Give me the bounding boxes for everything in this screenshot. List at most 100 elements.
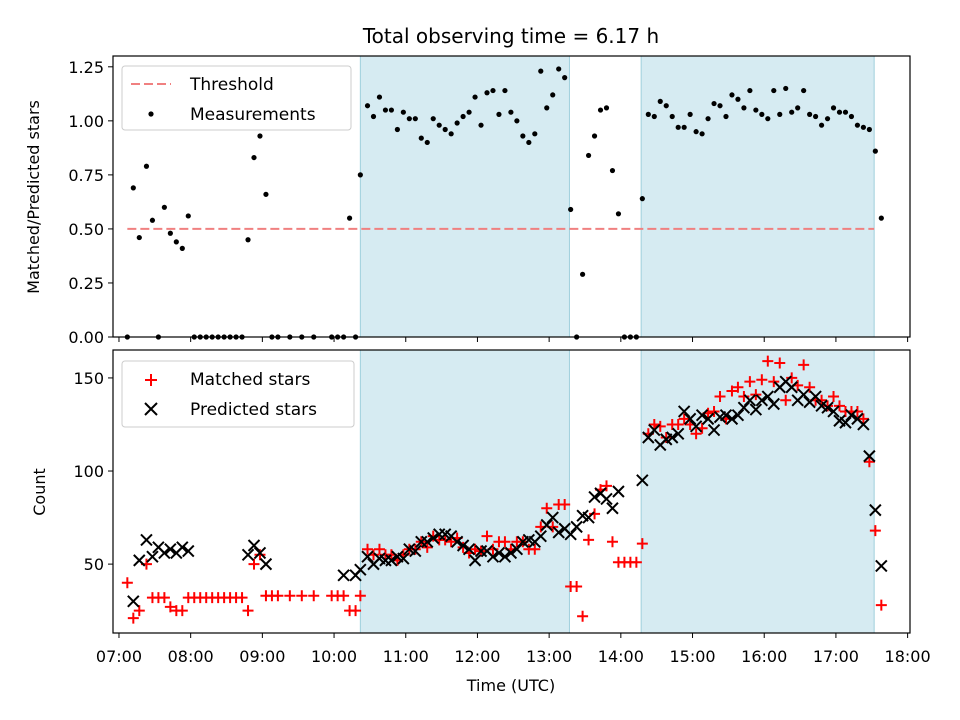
predicted-star-point bbox=[468, 554, 482, 567]
top-panel: 0.00 0.25 0.50 0.75 1.00 1.25 Matched/Predict… bbox=[24, 55, 911, 347]
bottom-legend: Matched stars Predicted stars bbox=[121, 360, 355, 428]
measurement-point bbox=[693, 129, 699, 135]
measurement-point bbox=[765, 116, 771, 122]
measurement-point bbox=[161, 204, 167, 210]
y-tick-label: 1.25 bbox=[68, 58, 104, 77]
predicted-star-point bbox=[354, 563, 367, 576]
measurement-point bbox=[723, 113, 729, 120]
matched-star-point bbox=[577, 610, 589, 622]
matched-star-point bbox=[768, 376, 780, 388]
measurement-point bbox=[597, 107, 604, 113]
matched-star-point bbox=[738, 391, 750, 403]
measurement-point bbox=[167, 230, 173, 236]
matched-star-point bbox=[636, 538, 648, 550]
measurement-point bbox=[490, 87, 496, 94]
measurement-point bbox=[741, 105, 747, 111]
predicted-star-point bbox=[462, 543, 476, 556]
top-legend-box bbox=[121, 65, 352, 131]
matched-legend-swatch bbox=[145, 374, 157, 386]
predicted-star-point bbox=[845, 408, 858, 422]
matched-star-point bbox=[236, 592, 248, 604]
predicted-star-point bbox=[450, 535, 464, 548]
matched-star-point bbox=[774, 357, 786, 369]
measurement-point bbox=[562, 75, 568, 81]
measurement-point bbox=[357, 172, 363, 178]
matched-star-point bbox=[822, 400, 834, 412]
matched-star-point bbox=[362, 543, 374, 555]
measurement-point bbox=[824, 116, 831, 122]
predicted-star-point bbox=[498, 550, 512, 563]
matched-star-point bbox=[354, 590, 366, 602]
measurement-point bbox=[854, 122, 861, 128]
measurement-point bbox=[251, 154, 257, 161]
matched-star-point bbox=[242, 605, 254, 617]
matched-star-point bbox=[857, 413, 869, 425]
matched-star-point bbox=[284, 590, 296, 602]
measurement-point bbox=[603, 105, 610, 111]
measurement-point bbox=[179, 245, 185, 251]
bottom-legend-box bbox=[121, 360, 355, 428]
predicted-star-point bbox=[797, 388, 810, 401]
predicted-star-point bbox=[259, 557, 273, 571]
observing-windows-top bbox=[359, 55, 875, 338]
measurement-point bbox=[442, 126, 448, 133]
matched-legend-label: Matched stars bbox=[190, 370, 310, 390]
measurement-point bbox=[759, 111, 765, 117]
matched-star-point bbox=[828, 391, 840, 403]
measurement-point bbox=[448, 131, 454, 137]
matched-star-point bbox=[158, 592, 170, 604]
predicted-star-point bbox=[600, 492, 613, 506]
matched-star-point bbox=[481, 530, 493, 542]
predicted-star-point bbox=[683, 412, 697, 426]
measurement-point bbox=[639, 196, 645, 202]
measurement-point bbox=[651, 113, 657, 120]
matched-star-point bbox=[804, 381, 816, 393]
bottom-axes-frame bbox=[112, 349, 911, 634]
predicted-star-point bbox=[253, 546, 267, 560]
measurement-point bbox=[520, 133, 526, 139]
predicted-star-point bbox=[725, 412, 739, 426]
matched-star-point bbox=[571, 580, 583, 592]
measurement-point bbox=[466, 109, 472, 115]
matched-star-point bbox=[373, 543, 385, 555]
measurement-point bbox=[514, 118, 520, 124]
predicted-star-point bbox=[427, 531, 440, 545]
y-tick-label: 0.50 bbox=[68, 220, 104, 239]
x-tick-label: 16:00 bbox=[741, 647, 787, 666]
predicted-star-point bbox=[731, 408, 745, 422]
predicted-star-point bbox=[875, 559, 888, 573]
measurement-point bbox=[508, 109, 514, 115]
measurement-point bbox=[143, 163, 150, 169]
predicted-star-point bbox=[749, 403, 763, 416]
predicted-star-point bbox=[689, 420, 703, 433]
measurement-point bbox=[591, 133, 598, 139]
x-axis-label: Time (UTC) bbox=[466, 676, 555, 695]
measurement-point bbox=[532, 131, 538, 137]
predicted-star-point bbox=[582, 511, 595, 524]
measurement-point bbox=[795, 105, 801, 111]
y-ticks-top: 0.00 0.25 0.50 0.75 1.00 1.25 bbox=[68, 58, 113, 347]
measurement-point bbox=[173, 239, 179, 245]
measurement-point bbox=[681, 124, 687, 130]
x-tick-label: 11:00 bbox=[383, 647, 429, 666]
x-tick-label: 09:00 bbox=[239, 647, 285, 666]
predicted-legend-label: Predicted stars bbox=[190, 400, 317, 420]
measurement-point bbox=[568, 206, 574, 213]
measurement-point bbox=[418, 135, 424, 141]
predicted-star-point bbox=[546, 511, 559, 524]
measurement-point bbox=[585, 152, 592, 159]
predicted-star-point bbox=[385, 554, 398, 567]
matched-star-point bbox=[121, 577, 133, 589]
x-ticks-bottom: 07:00 08:00 09:00 10:00 11:00 12:00 13:00 14:00… bbox=[96, 633, 931, 666]
matched-star-point bbox=[834, 400, 846, 412]
predicted-star-point bbox=[671, 427, 685, 440]
observing-window-1 bbox=[359, 55, 570, 338]
predicted-star-point bbox=[158, 546, 171, 560]
y-tick-label: 0.75 bbox=[68, 166, 104, 185]
predicted-star-point bbox=[534, 529, 547, 543]
predicted-star-point bbox=[397, 552, 410, 565]
y-tick-label: 100 bbox=[73, 462, 104, 481]
bottom-y-axis-label: Count bbox=[30, 468, 49, 516]
predicted-star-point bbox=[140, 533, 153, 547]
y-tick-label: 50 bbox=[84, 555, 104, 574]
